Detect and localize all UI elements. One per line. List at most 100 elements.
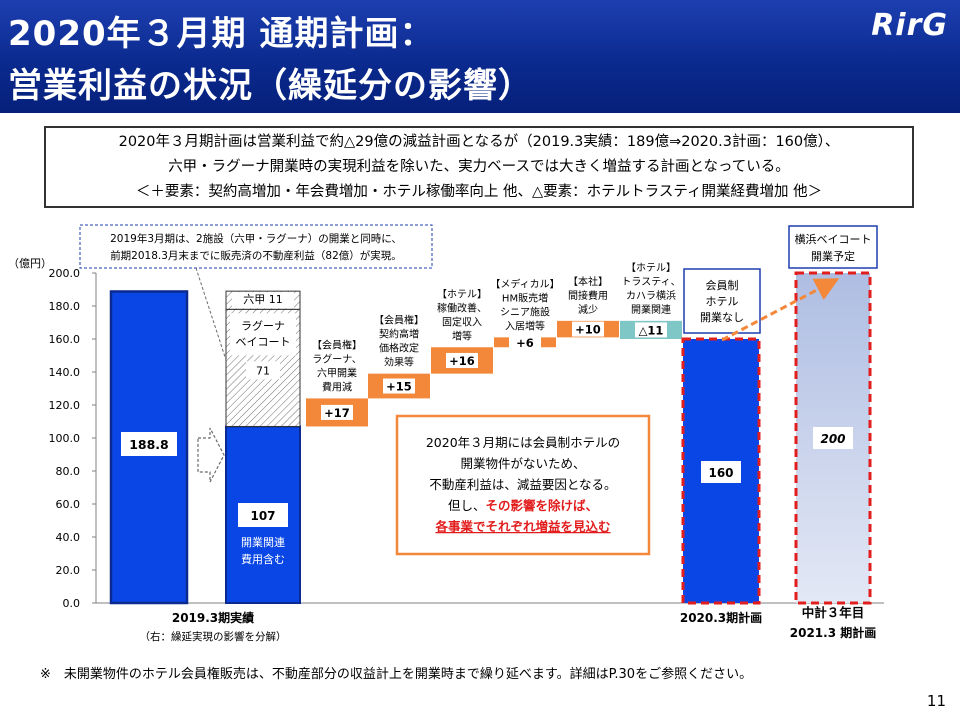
y-tick-label: 100.0 [49, 432, 81, 445]
bar-deferred-name2: ベイコート [236, 335, 291, 348]
waterfall-step-note: HM販売増 [502, 291, 548, 304]
waterfall-step-label: +15 [386, 380, 412, 394]
explanation-line2: 開業物件がないため、 [460, 456, 585, 471]
summary-line2: 六甲・ラグーナ開業時の実現利益を除いた、実力ベースでは大きく増益する計画となって… [168, 159, 790, 175]
waterfall-step-note: 【会員権】 [374, 314, 424, 327]
bar-2021-label: 200 [820, 432, 845, 446]
waterfall-step-label: +16 [449, 354, 475, 368]
bar-base-label: 107 [250, 509, 275, 523]
page-title-line2: 営業利益の状況（繰延分の影響） [8, 66, 533, 106]
bar-deferred-name-box [230, 313, 296, 356]
top-note-line2: 前期2018.3月末までに販売済の不動産利益（82億）が実現。 [110, 249, 402, 262]
waterfall-step-note: シニア施設 [500, 305, 550, 318]
member-note-box [683, 268, 761, 334]
waterfall-step-note: 【ホテル】 [437, 288, 487, 300]
title-banner: 2020年３月期 通期計画： 営業利益の状況（繰延分の影響） RirG [0, 0, 960, 113]
explanation-line4-prefix: 但し、 [448, 498, 486, 513]
explanation-box [395, 414, 651, 556]
waterfall-step-note: 減少 [578, 303, 598, 316]
y-tick-label: 20.0 [56, 564, 81, 577]
summary-line1: 2020年３月期計画は営業利益で約△29億の減益計画となるが（2019.3実績：… [118, 134, 840, 150]
waterfall-step-label-box [509, 334, 541, 350]
top-note-pointer [195, 267, 227, 361]
bar-rokko-label: 六甲 11 [243, 293, 283, 306]
bar-2020-label-box [701, 461, 741, 483]
waterfall-step-note: 固定収入 [442, 315, 482, 328]
y-tick-group: 0.0 20.0 40.0 60.0 80.0 100.0 120.0 140.0 160.0 1… [49, 267, 96, 610]
y-tick-label: 140.0 [49, 366, 81, 379]
split-arrow-icon [197, 427, 225, 483]
waterfall-step-note: 【会員権】 [312, 338, 362, 351]
y-tick-label: 40.0 [56, 531, 81, 544]
footnote: ※ 未開業物件のホテル会員権販売は、不動産部分の収益計上を開業時まで繰り延べます… [40, 667, 753, 682]
waterfall-step-note: トラスティ、 [621, 276, 680, 288]
waterfall-step-label-box [572, 321, 604, 337]
y-tick-label: 0.0 [63, 597, 81, 610]
bar-2021-label-box [813, 427, 853, 449]
yokohama-note-line1: 横浜ベイコート [795, 232, 872, 246]
waterfall-step-note: 入居増等 [505, 319, 545, 332]
explanation-line1: 2020年３月期には会員制ホテルの [426, 435, 620, 450]
waterfall-step-label: +6 [516, 336, 534, 350]
bar-deferred-label-box [246, 361, 280, 380]
company-logo: RirG [871, 8, 948, 43]
summary-box: 2020年３月期計画は営業利益で約△29億の減益計画となるが（2019.3実績：… [44, 126, 914, 208]
waterfall-step-label-box [383, 378, 415, 394]
bar-2020-plan-outline [681, 337, 761, 605]
member-note-line2: ホテル [706, 295, 739, 308]
waterfall-step-note: 費用減 [322, 380, 352, 393]
y-tick-label: 80.0 [56, 465, 81, 478]
waterfall-step-label-box [635, 322, 667, 338]
waterfall-step-label: +10 [575, 323, 601, 337]
waterfall-step-note: 【本社】 [568, 275, 608, 288]
waterfall-step-label: △11 [639, 323, 664, 337]
category-label-2019: 2019.3期実績 [172, 610, 254, 625]
member-note-line3: 開業なし [700, 311, 744, 324]
explanation-line4-red: その影響を除けば、 [486, 498, 599, 513]
category-sublabel-2019: （右：繰延実現の影響を分解） [140, 630, 287, 643]
waterfall-step-label: +17 [324, 406, 350, 420]
y-tick-label: 180.0 [49, 300, 81, 313]
bar-deferred-label: 71 [256, 364, 270, 377]
waterfall-step-note: 効果等 [384, 356, 414, 369]
waterfall-step-note: 開業関連 [631, 303, 671, 316]
bar-2019-label-box [121, 432, 177, 456]
category-label-midterm-2: 2021.3 期計画 [790, 625, 877, 640]
bar-base-note1: 開業関連 [241, 535, 285, 549]
waterfall-chart: （億円） 0.0 20.0 40.0 60.0 80.0 100.0 120.0 140.0 1… [8, 224, 884, 643]
explanation-line4: 但し、その影響を除けば、 [448, 498, 598, 513]
explanation-line5: 各事業でそれぞれ増益を見込む [434, 519, 610, 534]
top-note-box [79, 224, 433, 269]
growth-arrow-icon [721, 278, 840, 342]
bar-deferred-name1: ラグーナ [241, 318, 285, 332]
member-note-line1: 会員制 [706, 279, 739, 292]
waterfall-step-note: カハラ横浜 [626, 289, 676, 302]
bar-2021-midterm-outline [794, 271, 872, 605]
yokohama-note-box [788, 225, 878, 269]
y-tick-label: 120.0 [49, 399, 81, 412]
category-label-midterm-1: 中計３年目 [802, 605, 865, 620]
y-tick-label: 200.0 [49, 267, 81, 280]
bar-2020-label: 160 [708, 466, 733, 480]
category-label-2020: 2020.3期計画 [680, 610, 762, 625]
yokohama-note-line2: 開業予定 [811, 249, 855, 263]
y-tick-label: 160.0 [49, 333, 81, 346]
explanation-line3: 不動産利益は、減益要因となる。 [429, 477, 616, 492]
bar-base-note2: 費用含む [241, 552, 285, 566]
waterfall-step-label-box [446, 352, 478, 368]
top-note-line1: 2019年3月期は、2施設（六甲・ラグーナ）の開業と同時に、 [110, 232, 402, 245]
page-title-line1: 2020年３月期 通期計画： [8, 14, 435, 54]
waterfall-step-note: 稼働改善、 [437, 301, 487, 314]
summary-line3: ＜＋要素：契約高増加・年会費増加・ホテル稼働率向上 他、△要素：ホテルトラスティ… [135, 184, 823, 200]
waterfall-step-note: 価格改定 [379, 342, 419, 355]
waterfall-step-note: ラグーナ、 [312, 352, 362, 365]
bar-rokko-label-box [232, 292, 294, 309]
waterfall-step-note: 間接費用 [568, 289, 608, 302]
bar-2019-label: 188.8 [129, 437, 169, 452]
waterfall-step-note: 増等 [452, 329, 472, 342]
bar-base-label-box [238, 503, 288, 527]
page-number: 11 [926, 692, 946, 710]
waterfall-step-label-box [321, 404, 353, 420]
waterfall-step-note: 【ホテル】 [626, 262, 676, 274]
